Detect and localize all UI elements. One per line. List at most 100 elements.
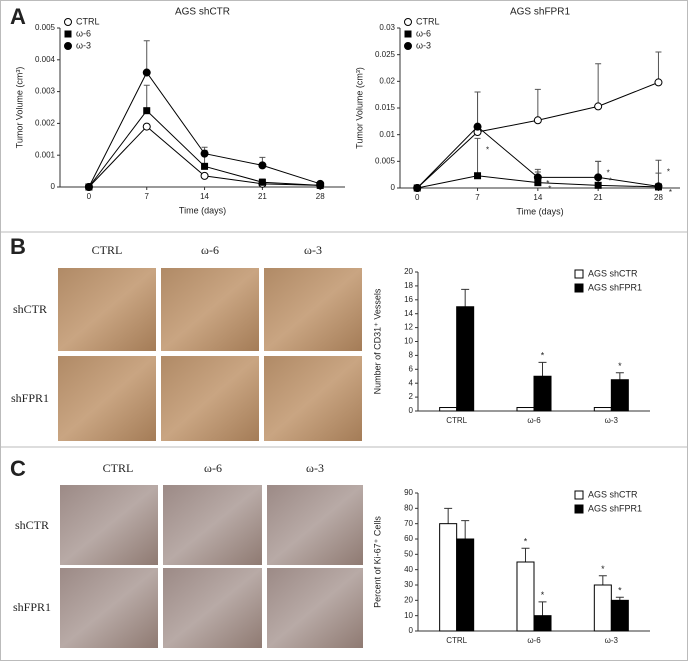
- legend-marker: [404, 42, 412, 50]
- significance: *: [546, 179, 549, 188]
- micrograph: [264, 268, 362, 351]
- legend-swatch: [574, 504, 584, 514]
- marker: [654, 182, 663, 191]
- bar: [533, 375, 552, 412]
- y-tick-label: 10: [404, 611, 413, 620]
- error-bar: [615, 372, 624, 380]
- y-tick-label: 80: [404, 503, 413, 512]
- y-tick-label: 0.025: [375, 50, 396, 59]
- legend-label: AGS shCTR: [588, 489, 638, 499]
- x-tick-label: 21: [594, 193, 603, 202]
- x-axis-label: Time (days): [516, 206, 563, 216]
- error-bar: [461, 288, 470, 307]
- error-bar: [143, 84, 150, 111]
- error-bar: [655, 51, 662, 83]
- micrograph: [60, 485, 158, 565]
- legend-swatch: [574, 490, 584, 500]
- significance: *: [607, 168, 610, 177]
- legend-label: CTRL: [76, 16, 100, 26]
- y-tick-label: 6: [409, 364, 414, 373]
- y-tick-label: 20: [404, 267, 413, 276]
- y-tick-label: 0.03: [379, 23, 395, 32]
- x-tick-label: ω-3: [605, 416, 619, 425]
- marker: [594, 102, 603, 111]
- significance: *: [548, 184, 551, 193]
- legend-label: AGS shCTR: [588, 268, 638, 278]
- legend-marker: [64, 30, 72, 38]
- micrograph: [60, 568, 158, 648]
- marker: [258, 161, 267, 170]
- y-tick-label: 0.002: [35, 119, 56, 128]
- marker: [201, 162, 209, 170]
- marker: [473, 122, 482, 131]
- bar: [593, 584, 612, 632]
- bar: [593, 407, 612, 412]
- row-label: shCTR: [15, 518, 49, 532]
- y-tick-label: 0.02: [379, 76, 395, 85]
- bar: [516, 561, 535, 632]
- significance: *: [618, 586, 622, 596]
- y-axis-label: Tumor Volume (cm³): [354, 67, 364, 149]
- column-label: ω-6: [204, 461, 222, 475]
- error-bar: [474, 91, 481, 127]
- marker: [474, 172, 482, 180]
- error-bar: [521, 547, 530, 562]
- error-bar: [143, 40, 150, 73]
- x-axis-label: Time (days): [179, 205, 226, 215]
- x-tick-label: 14: [533, 193, 542, 202]
- y-tick-label: 0: [409, 406, 414, 415]
- x-tick-label: 21: [258, 192, 267, 201]
- y-tick-label: 0.005: [375, 156, 396, 165]
- y-tick-label: 14: [404, 309, 413, 318]
- legend-swatch: [574, 269, 584, 279]
- x-tick-label: ω-6: [527, 416, 541, 425]
- x-tick-label: 28: [316, 192, 325, 201]
- row-label: shFPR1: [11, 391, 49, 405]
- x-tick-label: 14: [200, 192, 209, 201]
- legend-swatch: [574, 283, 584, 293]
- column-label: CTRL: [92, 243, 123, 257]
- y-tick-label: 40: [404, 565, 413, 574]
- legend-label: AGS shFPR1: [588, 503, 642, 513]
- y-axis-label: Tumor Volume (cm³): [14, 67, 24, 149]
- y-tick-label: 2: [409, 392, 414, 401]
- significance: *: [667, 167, 670, 176]
- micrograph: [163, 568, 262, 648]
- micrograph: [264, 356, 362, 441]
- bar: [456, 306, 475, 412]
- significance: *: [609, 176, 612, 185]
- y-tick-label: 10: [404, 337, 413, 346]
- significance: *: [541, 590, 545, 600]
- y-tick-label: 0: [391, 183, 396, 192]
- significance: *: [486, 146, 489, 155]
- x-tick-label: 0: [415, 193, 420, 202]
- legend-label: ω-3: [76, 40, 91, 50]
- y-tick-label: 4: [409, 378, 414, 387]
- y-tick-label: 0.001: [35, 150, 56, 159]
- marker: [534, 179, 542, 187]
- legend-marker: [64, 18, 72, 26]
- marker: [200, 171, 209, 180]
- y-tick-label: 12: [404, 323, 413, 332]
- error-bar: [538, 361, 547, 377]
- significance: *: [618, 361, 622, 371]
- chart-title: AGS shFPR1: [510, 7, 570, 18]
- bar: [439, 523, 458, 632]
- marker: [200, 149, 209, 158]
- y-tick-label: 0.005: [35, 23, 56, 32]
- x-tick-label: 28: [654, 193, 663, 202]
- x-tick-label: CTRL: [446, 636, 467, 645]
- y-tick-label: 0.01: [379, 130, 395, 139]
- marker: [143, 107, 151, 115]
- legend-marker: [64, 42, 72, 50]
- error-bar: [538, 601, 547, 616]
- micrograph: [161, 356, 259, 441]
- y-axis-label: Percent of Ki-67⁺ Cells: [372, 516, 382, 608]
- column-label: CTRL: [103, 461, 134, 475]
- marker: [316, 179, 325, 188]
- y-tick-label: 0: [409, 626, 414, 635]
- legend-marker: [404, 30, 412, 38]
- x-tick-label: CTRL: [446, 416, 467, 425]
- x-tick-label: 7: [475, 193, 480, 202]
